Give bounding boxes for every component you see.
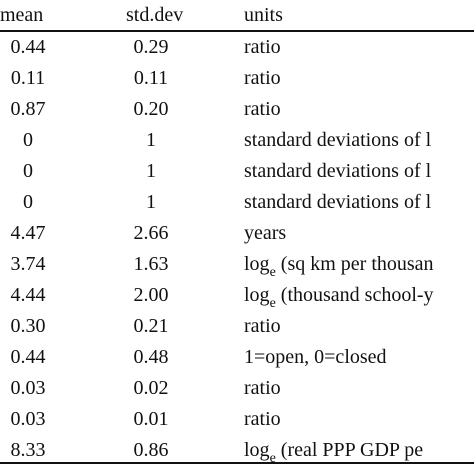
units-cell: 1=open, 0=closed [244, 344, 474, 370]
table-top-rule [0, 30, 474, 32]
table-bottom-rule [0, 462, 474, 464]
mean-cell: 0.11 [10, 67, 46, 89]
mean-cell: 0.30 [10, 315, 46, 337]
units-cell: ratio [244, 34, 474, 60]
units-cell: loge (real PPP GDP pe [244, 437, 474, 463]
std-dev-cell: 1 [146, 191, 156, 213]
units-suffix: (thousand school-y [275, 284, 434, 306]
units-text: standard deviations of l [244, 129, 432, 151]
units-cell: ratio [244, 375, 474, 401]
units-subscript: e [269, 296, 276, 308]
mean-column-header: mean [0, 4, 44, 26]
std-dev-cell: 0.86 [133, 439, 169, 461]
units-text: ratio [244, 315, 281, 337]
units-text: standard deviations of l [244, 191, 432, 213]
units-subscript: e [269, 451, 276, 463]
mean-cell: 0.03 [10, 377, 46, 399]
std-dev-cell: 1 [146, 160, 156, 182]
mean-cell: 0 [23, 191, 33, 213]
std-dev-cell: 2.00 [133, 284, 169, 306]
mean-cell: 3.74 [10, 253, 46, 275]
mean-cell: 4.47 [10, 222, 46, 244]
units-cell: loge (sq km per thousan [244, 251, 474, 277]
units-suffix: (sq km per thousan [275, 253, 434, 275]
mean-cell: 8.33 [10, 439, 46, 461]
units-text: ratio [244, 377, 281, 399]
mean-cell: 0.44 [10, 346, 46, 368]
units-subscript: e [269, 265, 276, 277]
units-text: log [244, 439, 270, 461]
std-dev-cell: 0.20 [133, 98, 169, 120]
units-cell: ratio [244, 96, 474, 122]
std-dev-cell: 0.11 [133, 67, 169, 89]
units-cell: ratio [244, 313, 474, 339]
units-column-header: units [244, 4, 283, 26]
mean-cell: 0 [23, 129, 33, 151]
units-text: 1=open, 0=closed [244, 346, 387, 368]
mean-cell: 0 [23, 160, 33, 182]
std-dev-cell: 0.01 [133, 408, 169, 430]
units-cell: standard deviations of l [244, 189, 474, 215]
std-dev-cell: 0.02 [133, 377, 169, 399]
mean-cell: 0.44 [10, 36, 46, 58]
units-suffix: (real PPP GDP pe [275, 439, 424, 461]
std-dev-cell: 0.48 [133, 346, 169, 368]
units-text: ratio [244, 408, 281, 430]
units-cell: ratio [244, 406, 474, 432]
std-dev-cell: 2.66 [133, 222, 169, 244]
std-dev-cell: 0.29 [133, 36, 169, 58]
std-dev-cell: 1 [146, 129, 156, 151]
mean-cell: 4.44 [10, 284, 46, 306]
units-cell: loge (thousand school-y [244, 282, 474, 308]
units-text: standard deviations of l [244, 160, 432, 182]
mean-cell: 0.87 [10, 98, 46, 120]
units-text: ratio [244, 36, 281, 58]
units-cell: years [244, 220, 474, 246]
std-dev-cell: 1.63 [133, 253, 169, 275]
units-text: log [244, 253, 270, 275]
std-dev-column-header: std.dev [126, 4, 184, 26]
units-text: log [244, 284, 270, 306]
units-text: years [244, 222, 287, 244]
units-cell: ratio [244, 65, 474, 91]
units-cell: standard deviations of l [244, 158, 474, 184]
units-cell: standard deviations of l [244, 127, 474, 153]
units-text: ratio [244, 67, 281, 89]
units-text: ratio [244, 98, 281, 120]
std-dev-cell: 0.21 [133, 315, 169, 337]
mean-cell: 0.03 [10, 408, 46, 430]
